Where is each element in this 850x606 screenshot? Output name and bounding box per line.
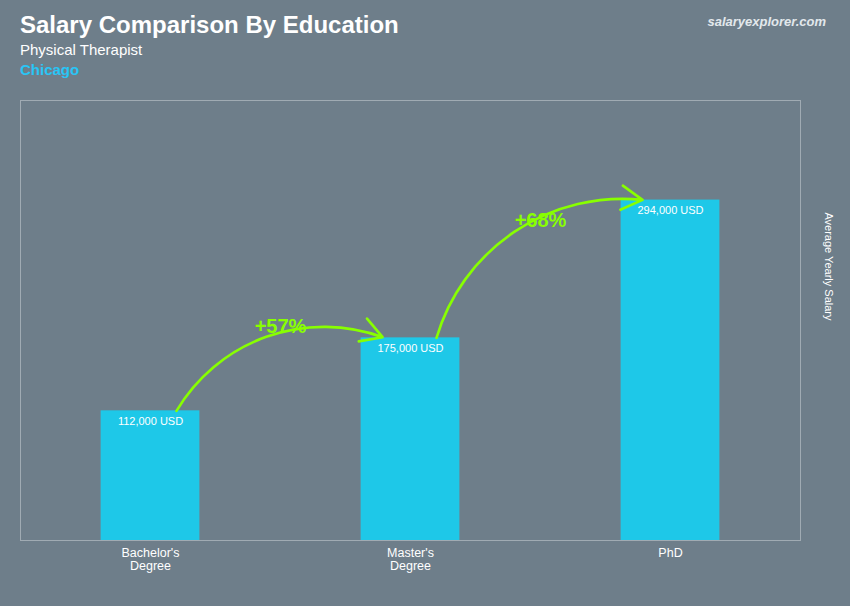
svg-text:294,000 USD: 294,000 USD	[637, 204, 703, 216]
svg-text:+68%: +68%	[515, 209, 567, 231]
html-text:Chicago: Chicago	[20, 61, 80, 78]
html-text:Physical Therapist: Physical Therapist	[20, 41, 143, 58]
html-text:Salary Comparison By Education: Salary Comparison By Education	[20, 11, 399, 38]
svg-text:Bachelor'sDegree: Bachelor'sDegree	[122, 546, 180, 573]
svg-text:175,000 USD: 175,000 USD	[377, 342, 443, 354]
svg-text:112,000 USD: 112,000 USD	[118, 415, 183, 427]
svg-text:PhD: PhD	[658, 546, 682, 560]
html-text:salaryexplorer.com: salaryexplorer.com	[707, 14, 826, 29]
svg-text:Master'sDegree: Master'sDegree	[387, 546, 434, 573]
svg-text:+57%: +57%	[255, 315, 307, 337]
svg-text:Average Yearly Salary: Average Yearly Salary	[823, 212, 835, 321]
